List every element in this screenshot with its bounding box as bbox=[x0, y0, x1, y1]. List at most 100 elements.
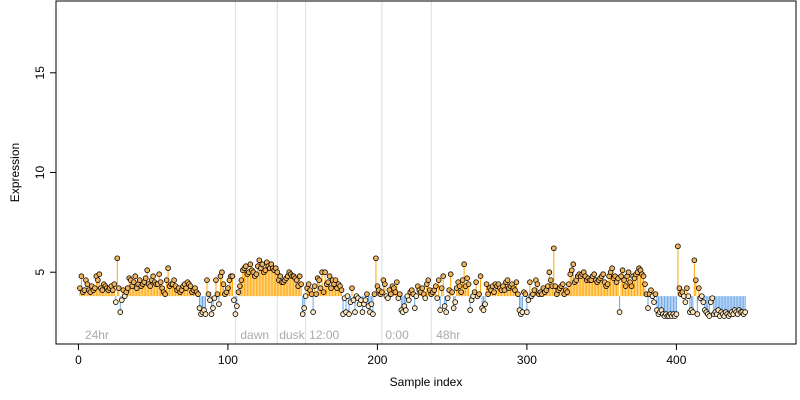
region-labels: 24hr dawn dusk 12:00 0:00 48hr bbox=[85, 328, 460, 342]
data-point bbox=[675, 243, 681, 250]
data-point bbox=[519, 309, 526, 315]
data-point bbox=[379, 289, 385, 295]
data-point bbox=[219, 269, 225, 276]
data-point bbox=[388, 291, 394, 297]
data-point bbox=[320, 289, 327, 295]
data-point bbox=[444, 295, 451, 301]
data-point bbox=[742, 309, 748, 315]
data-point bbox=[434, 295, 441, 301]
data-point bbox=[114, 255, 121, 262]
data-point bbox=[231, 297, 237, 303]
data-point bbox=[118, 297, 125, 303]
data-point bbox=[425, 277, 432, 283]
data-point bbox=[452, 299, 458, 305]
data-point bbox=[211, 295, 218, 301]
y-axis: 5 10 15 bbox=[33, 66, 57, 276]
data-point bbox=[443, 309, 449, 315]
data-point bbox=[202, 311, 209, 317]
data-point bbox=[325, 279, 331, 285]
data-point bbox=[480, 307, 487, 313]
data-point bbox=[216, 301, 222, 307]
data-point bbox=[681, 293, 687, 299]
data-point bbox=[684, 285, 690, 291]
data-point bbox=[693, 277, 699, 283]
data-point bbox=[406, 297, 412, 303]
data-point bbox=[385, 295, 391, 301]
x-tick-label: 200 bbox=[367, 353, 387, 367]
data-point bbox=[362, 297, 369, 303]
data-point bbox=[568, 267, 575, 274]
data-point bbox=[328, 285, 334, 291]
x-tick-label: 0 bbox=[75, 353, 82, 367]
data-point bbox=[214, 291, 221, 297]
data-point bbox=[332, 277, 339, 283]
data-point bbox=[419, 285, 426, 291]
data-point bbox=[187, 283, 194, 289]
data-point bbox=[461, 261, 467, 268]
data-point bbox=[673, 311, 680, 317]
data-point bbox=[465, 281, 472, 287]
data-point bbox=[456, 283, 463, 289]
data-point bbox=[501, 287, 508, 293]
data-point bbox=[142, 275, 149, 281]
x-tick-label: 100 bbox=[218, 353, 238, 367]
data-point bbox=[326, 273, 333, 279]
data-point bbox=[524, 309, 530, 315]
y-tick-label: 5 bbox=[33, 269, 47, 276]
data-point bbox=[441, 303, 448, 309]
region-label: 48hr bbox=[436, 328, 460, 342]
data-point bbox=[196, 305, 203, 311]
data-point bbox=[78, 273, 85, 279]
data-point bbox=[235, 289, 242, 295]
data-point bbox=[628, 283, 635, 289]
data-point bbox=[609, 265, 615, 272]
data-point bbox=[685, 293, 692, 299]
data-point bbox=[368, 301, 375, 307]
data-point bbox=[110, 287, 116, 293]
x-axis: 0 100 200 300 400 bbox=[75, 343, 687, 367]
data-point bbox=[247, 261, 254, 268]
data-point bbox=[259, 261, 266, 268]
data-point bbox=[527, 279, 533, 285]
data-point bbox=[447, 271, 454, 278]
data-point bbox=[622, 283, 629, 289]
data-point bbox=[253, 271, 260, 278]
data-point bbox=[625, 269, 632, 276]
data-point bbox=[504, 277, 511, 283]
data-point bbox=[96, 271, 103, 278]
data-point bbox=[513, 279, 520, 285]
data-point bbox=[604, 281, 611, 287]
data-point bbox=[299, 311, 306, 317]
data-point bbox=[700, 299, 707, 305]
data-point bbox=[225, 285, 231, 291]
data-point bbox=[234, 303, 240, 309]
data-point bbox=[545, 283, 551, 289]
data-point bbox=[648, 287, 654, 293]
data-point bbox=[350, 297, 357, 303]
data-point bbox=[491, 289, 497, 295]
data-point bbox=[471, 289, 478, 295]
data-point bbox=[485, 291, 491, 297]
data-point bbox=[84, 281, 91, 287]
data-point bbox=[600, 271, 606, 278]
data-point bbox=[111, 281, 118, 287]
x-tick-label: 400 bbox=[666, 353, 686, 367]
data-point bbox=[316, 277, 322, 283]
data-point bbox=[422, 295, 429, 301]
data-point bbox=[232, 311, 239, 317]
data-point bbox=[552, 283, 559, 289]
data-point bbox=[162, 291, 168, 297]
data-point bbox=[130, 279, 137, 285]
data-point bbox=[564, 289, 571, 295]
data-point bbox=[411, 305, 418, 311]
data-point bbox=[482, 301, 488, 307]
data-point bbox=[308, 291, 315, 297]
data-point bbox=[437, 307, 444, 313]
data-point bbox=[204, 277, 210, 283]
data-point bbox=[238, 277, 245, 283]
data-point bbox=[313, 291, 319, 297]
data-point bbox=[438, 285, 445, 291]
data-point bbox=[525, 297, 532, 303]
